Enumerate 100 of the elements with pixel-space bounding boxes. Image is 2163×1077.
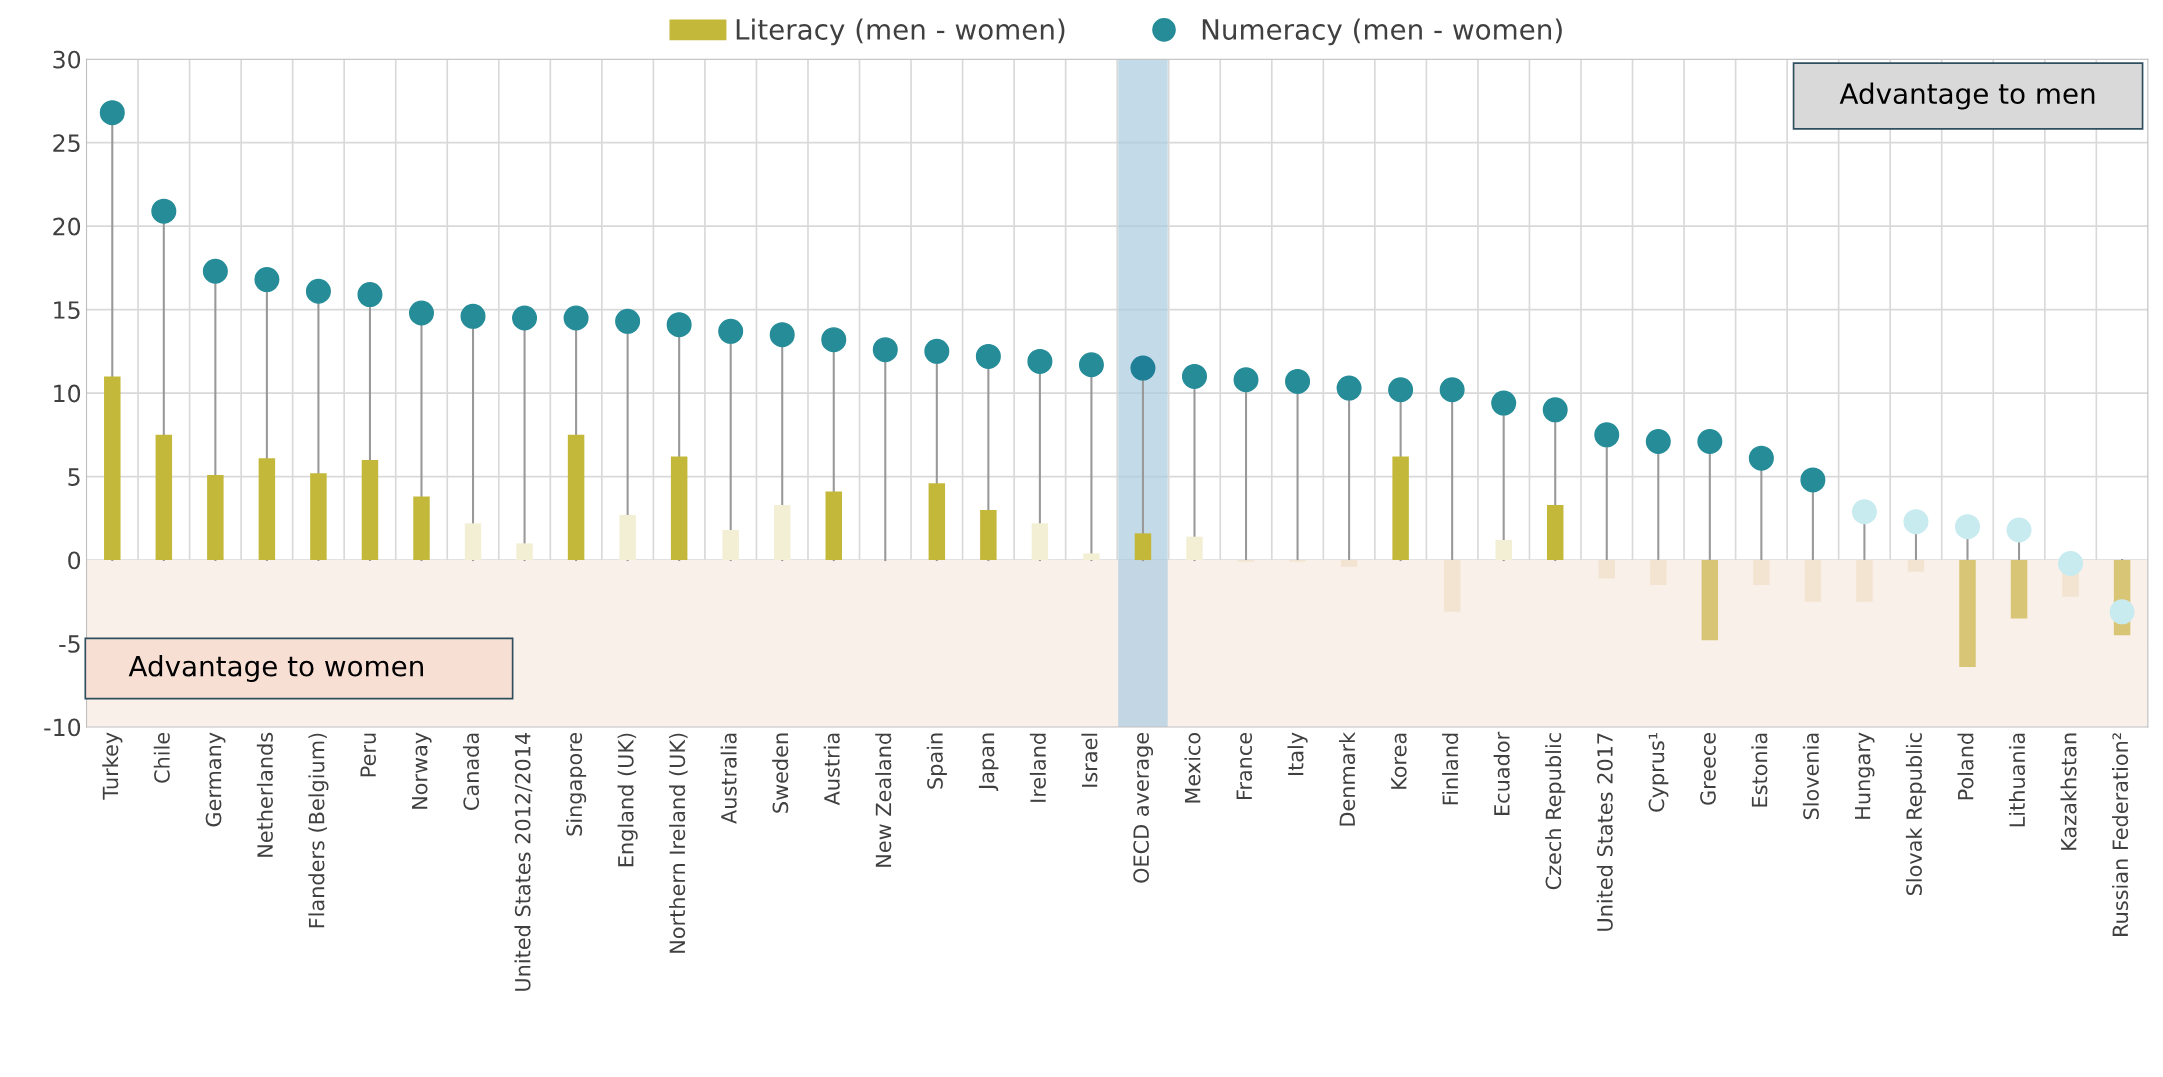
x-tick-label: Australia <box>720 733 737 824</box>
bar <box>1650 560 1667 586</box>
bar <box>1186 536 1203 561</box>
point <box>1388 377 1414 403</box>
bar <box>980 509 997 561</box>
point <box>408 300 434 326</box>
y-tick-label: 0 <box>68 551 81 570</box>
point <box>821 327 847 353</box>
bar <box>1392 456 1409 561</box>
point <box>1645 429 1671 455</box>
point <box>1233 367 1259 393</box>
y-tick-label: 30 <box>53 50 81 69</box>
point <box>512 305 538 331</box>
point <box>1130 355 1156 381</box>
bar <box>1701 560 1719 641</box>
bar <box>619 514 636 561</box>
x-tick-label: OECD average <box>1133 732 1154 883</box>
point <box>1954 514 1980 540</box>
x-tick-label: Mexico <box>1184 732 1201 803</box>
y-tick-label: -10 <box>44 718 81 737</box>
point <box>1542 397 1568 423</box>
x-tick-label: Canada <box>462 733 480 810</box>
point <box>1078 352 1104 378</box>
point <box>151 198 177 224</box>
point <box>1903 509 1929 535</box>
x-tick-label: Austria <box>823 733 840 806</box>
x-tick-label: Peru <box>360 733 376 777</box>
x-tick-label: United States 2017 <box>1596 733 1613 931</box>
point <box>1697 429 1723 455</box>
x-tick-label: Turkey <box>102 732 123 800</box>
point <box>769 322 795 348</box>
x-tick-label: Estonia <box>1751 733 1768 807</box>
point <box>357 282 383 308</box>
x-tick-label: England (UK) <box>617 733 638 867</box>
bar <box>2010 560 2028 619</box>
point <box>1748 445 1774 471</box>
x-tick-label: Italy <box>1287 732 1308 775</box>
x-tick-label: Cyprus¹ <box>1648 732 1669 812</box>
point <box>1594 422 1620 448</box>
bar <box>1907 560 1925 572</box>
bar <box>1959 560 1976 667</box>
x-tick-label: Ecuador <box>1493 731 1510 815</box>
bar <box>1443 560 1461 612</box>
bar <box>207 474 224 561</box>
bar <box>825 491 842 561</box>
point <box>305 278 331 304</box>
annotation: Advantage to men <box>1839 82 2095 110</box>
point <box>563 305 589 331</box>
x-tick-label: Korea <box>1391 733 1407 789</box>
x-tick-label: Norway <box>412 732 432 809</box>
x-tick-label: New Zealand <box>875 733 892 867</box>
x-tick-label: United States 2012/2014 <box>514 733 533 991</box>
x-tick-label: Kazakhstan <box>2060 733 2077 850</box>
bar <box>155 434 173 561</box>
legend-label: Literacy (men - women) <box>736 18 1065 46</box>
bar <box>928 483 946 561</box>
y-tick-label: 5 <box>68 468 80 486</box>
x-tick-label: Sweden <box>772 733 789 813</box>
point <box>1336 375 1362 401</box>
y-tick-label: -5 <box>59 635 80 653</box>
point <box>1181 363 1207 389</box>
bar <box>1495 540 1512 561</box>
bar <box>104 376 121 561</box>
bar <box>413 496 430 561</box>
point <box>460 303 486 329</box>
x-tick-label: Spain <box>926 733 947 789</box>
point <box>666 312 692 338</box>
point <box>1439 377 1465 403</box>
x-tick-label: Singapore <box>566 732 587 836</box>
point <box>2006 517 2032 543</box>
x-tick-label: Czech Republic <box>1545 733 1566 890</box>
bar <box>516 543 533 561</box>
bar <box>310 473 327 561</box>
point <box>1027 348 1053 374</box>
bar <box>1804 560 1822 602</box>
point <box>924 338 950 364</box>
bar <box>258 458 276 561</box>
bar <box>1340 560 1358 567</box>
x-tick-label: Israel <box>1081 733 1098 787</box>
point <box>1800 467 1826 493</box>
x-tick-label: Russian Federation² <box>2112 733 2129 936</box>
y-tick-label: 10 <box>54 384 81 403</box>
bar <box>670 456 688 561</box>
x-tick-label: Denmark <box>1339 731 1356 826</box>
bar <box>361 459 379 561</box>
y-tick-label: 25 <box>53 134 80 153</box>
y-tick-label: 20 <box>53 217 81 236</box>
bar <box>773 504 791 561</box>
x-tick-label: France <box>1236 732 1253 800</box>
point <box>1851 499 1877 525</box>
x-tick-label: Slovak Republic <box>1905 733 1927 896</box>
band-label: Advantage to women <box>128 655 423 682</box>
bar <box>567 434 585 561</box>
x-tick-label: Germany <box>205 732 226 827</box>
point <box>99 100 125 126</box>
bar <box>1546 504 1564 561</box>
x-tick-label: Netherlands <box>256 732 273 857</box>
point <box>2058 550 2084 576</box>
x-tick-label: Finland <box>1442 733 1459 805</box>
x-tick-label: Lithuania <box>2008 733 2026 827</box>
